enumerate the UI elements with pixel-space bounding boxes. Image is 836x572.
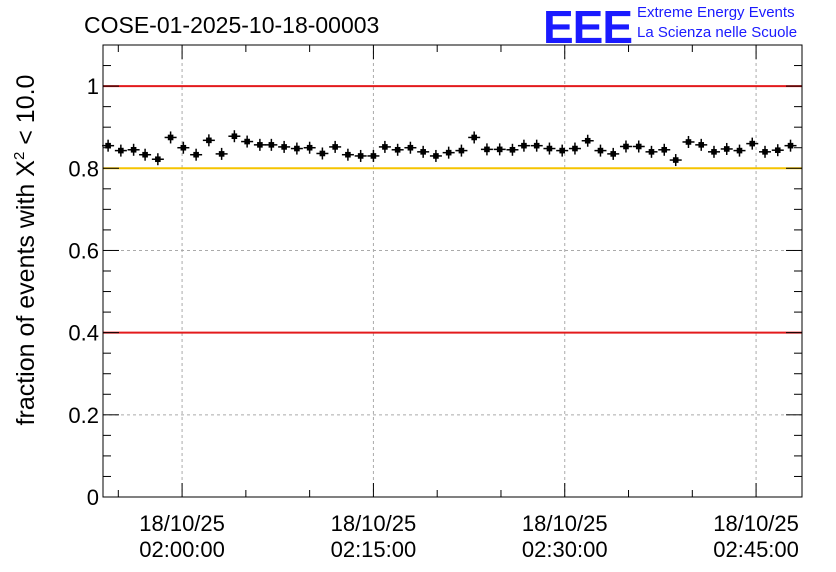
data-point	[723, 146, 730, 152]
data-point	[749, 140, 756, 147]
y-tick-label: 0	[87, 485, 99, 510]
data-point	[458, 147, 465, 154]
data-point	[244, 138, 250, 145]
data-point	[685, 139, 692, 145]
data-point	[155, 156, 161, 163]
data-point	[407, 144, 414, 151]
y-tick-label: 0.2	[68, 403, 99, 428]
x-tick-label-time: 02:45:00	[713, 537, 799, 562]
data-point	[672, 157, 679, 163]
data-point	[546, 145, 553, 152]
data-point	[610, 151, 617, 157]
data-point	[635, 143, 642, 150]
data-point	[357, 153, 364, 159]
data-point	[698, 142, 705, 148]
data-point	[559, 147, 565, 154]
data-point	[509, 146, 516, 153]
x-tick-label-date: 18/10/25	[713, 511, 799, 536]
data-point	[521, 142, 527, 149]
y-tick-label: 0.6	[68, 238, 99, 263]
y-tick-label: 0.4	[68, 321, 99, 346]
data-point	[345, 151, 351, 158]
data-point	[572, 145, 578, 152]
data-point	[231, 133, 238, 140]
data-point	[648, 149, 655, 155]
data-point	[105, 142, 111, 149]
data-point	[394, 146, 401, 153]
data-point	[294, 145, 300, 152]
data-point	[206, 137, 212, 144]
chart-title: COSE-01-2025-10-18-00003	[84, 12, 380, 38]
data-point	[218, 151, 225, 157]
x-tick-label-time: 02:30:00	[522, 537, 608, 562]
data-point	[471, 134, 477, 141]
logo-line-1: Extreme Energy Events	[637, 4, 795, 21]
data-point	[623, 143, 629, 150]
data-point	[736, 147, 743, 154]
data-point	[306, 144, 313, 151]
data-point	[711, 149, 717, 155]
data-point	[319, 150, 326, 157]
data-point	[661, 146, 668, 153]
data-point	[281, 144, 287, 150]
data-point	[142, 151, 148, 158]
data-point	[420, 149, 426, 155]
data-point	[762, 149, 768, 155]
data-point	[774, 147, 781, 153]
data-point	[332, 144, 338, 150]
data-point	[584, 137, 591, 144]
y-tick-label: 0.8	[68, 156, 99, 181]
data-point	[193, 151, 199, 158]
data-point	[597, 147, 604, 154]
x-tick-label-date: 18/10/25	[522, 511, 608, 536]
data-point	[382, 144, 388, 150]
data-point	[433, 153, 439, 159]
data-point	[484, 146, 490, 153]
x-tick-label-time: 02:15:00	[331, 537, 417, 562]
data-point	[370, 153, 377, 159]
y-tick-label: 1	[87, 74, 99, 99]
data-point	[445, 149, 452, 156]
data-point	[496, 146, 503, 153]
eee-logo: EEE	[543, 1, 633, 53]
plot-frame	[102, 44, 803, 498]
data-point	[180, 144, 187, 151]
y-axis-label: fraction of events with X2 < 10.0	[11, 75, 40, 426]
data-point	[533, 142, 540, 149]
x-tick-label-date: 18/10/25	[331, 511, 417, 536]
data-point	[130, 146, 137, 153]
logo-line-2: La Scienza nelle Scuole	[637, 24, 798, 41]
data-point	[257, 142, 263, 148]
x-tick-label-date: 18/10/25	[139, 511, 225, 536]
data-point	[787, 142, 794, 149]
x-tick-label-time: 02:00:00	[139, 537, 225, 562]
data-point	[268, 142, 275, 148]
data-point	[118, 147, 124, 154]
data-point	[167, 134, 174, 141]
